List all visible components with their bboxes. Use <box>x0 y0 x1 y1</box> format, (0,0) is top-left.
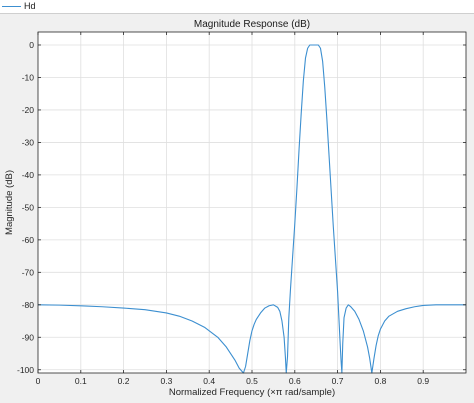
x-tick-label: 0.4 <box>203 376 215 386</box>
x-tick-label: 0 <box>36 376 41 386</box>
y-tick-label: -70 <box>22 267 35 277</box>
x-tick-label: 0.2 <box>118 376 130 386</box>
x-axis-label: Normalized Frequency (×π rad/sample) <box>169 387 335 398</box>
y-tick-label: -100 <box>17 365 34 375</box>
y-tick-label: -30 <box>22 137 35 147</box>
series-lines <box>37 44 466 374</box>
x-tick-label: 0.5 <box>246 376 258 386</box>
y-tick-label: -90 <box>22 332 35 342</box>
y-tick-label: -20 <box>22 105 35 115</box>
grid-lines <box>38 32 466 373</box>
legend-label[interactable]: Hd <box>24 1 36 11</box>
x-tick-label: 0.7 <box>332 376 344 386</box>
chart-title: Magnitude Response (dB) <box>194 19 310 30</box>
y-tick-label: -40 <box>22 170 35 180</box>
magnitude-response-chart: 0 0.1 0.2 0.3 0.4 0.5 0.6 0.7 0.8 0.9 0 -10 -20 -30 -4… <box>0 14 474 403</box>
x-tick-label: 0.8 <box>374 376 386 386</box>
y-tick-label: 0 <box>29 40 34 50</box>
series-line <box>37 44 466 374</box>
axis-ticks: 0 0.1 0.2 0.3 0.4 0.5 0.6 0.7 0.8 0.9 0 -10 -20 -30 -4… <box>17 32 466 386</box>
y-tick-label: -10 <box>22 72 35 82</box>
legend-line-swatch <box>2 6 21 7</box>
x-tick-label: 0.3 <box>160 376 172 386</box>
y-tick-label: -50 <box>22 202 35 212</box>
legend-bar: Hd <box>0 0 474 14</box>
x-tick-label: 0.6 <box>289 376 301 386</box>
y-tick-label: -60 <box>22 235 35 245</box>
y-tick-label: -80 <box>22 300 35 310</box>
y-axis-label: Magnitude (dB) <box>4 170 15 235</box>
x-tick-label: 0.1 <box>75 376 87 386</box>
x-tick-label: 0.9 <box>417 376 429 386</box>
